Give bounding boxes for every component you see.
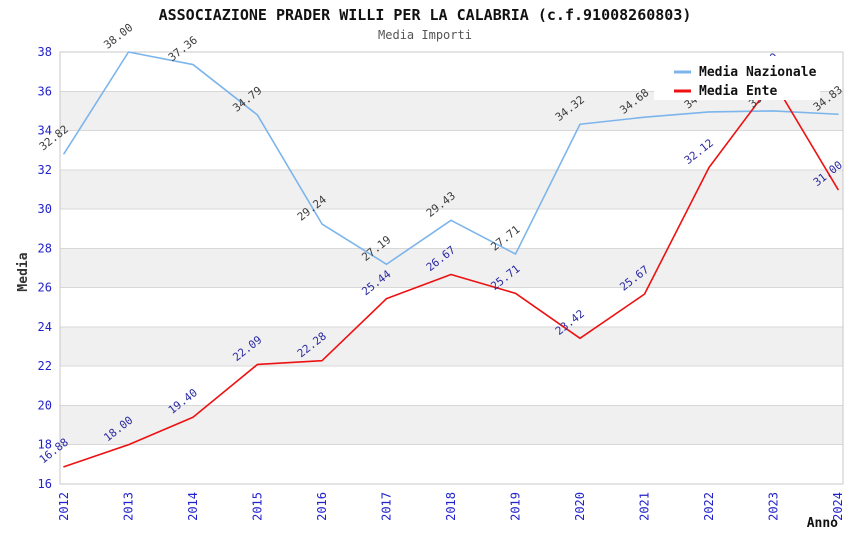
data-label-media-nazionale: 37.36: [166, 33, 200, 64]
grid-band: [60, 326, 843, 367]
y-tick-label: 26: [38, 281, 52, 295]
grid-band: [60, 169, 843, 210]
x-tick-label: 2016: [315, 492, 329, 521]
chart-title: ASSOCIAZIONE PRADER WILLI PER LA CALABRI…: [159, 6, 692, 24]
y-tick-label: 36: [38, 84, 52, 98]
x-tick-label: 2022: [702, 492, 716, 521]
legend-box: [654, 56, 820, 100]
data-label-media-ente: 32.12: [682, 136, 716, 167]
x-tick-label: 2021: [638, 492, 652, 521]
x-tick-label: 2024: [831, 492, 845, 521]
x-tick-label: 2014: [186, 492, 200, 521]
x-tick-label: 2018: [444, 492, 458, 521]
x-tick-label: 2012: [57, 492, 71, 521]
grid-band: [60, 248, 843, 288]
y-tick-label: 38: [38, 45, 52, 59]
legend-label-media-ente: Media Ente: [699, 84, 777, 99]
plot-border: [59, 51, 844, 485]
y-tick-label: 22: [38, 359, 52, 373]
y-tick-label: 34: [38, 124, 52, 138]
y-tick-label: 24: [38, 320, 52, 334]
x-axis-title: Anno: [807, 516, 838, 531]
data-label-media-nazionale: 38.00: [101, 21, 135, 52]
x-tick-label: 2013: [122, 492, 136, 521]
y-tick-label: 28: [38, 241, 52, 255]
y-tick-label: 20: [38, 398, 52, 412]
y-tick-label: 16: [38, 477, 52, 491]
grid-band: [60, 405, 843, 445]
legend-label-media-nazionale: Media Nazionale: [699, 65, 817, 80]
x-tick-label: 2020: [573, 492, 587, 521]
chart-subtitle: Media Importi: [378, 28, 472, 42]
y-tick-label: 30: [38, 202, 52, 216]
y-axis-title: Media: [16, 252, 31, 291]
x-tick-label: 2017: [380, 492, 394, 521]
x-tick-label: 2023: [767, 492, 781, 521]
series-line-media-nazionale: [63, 51, 839, 266]
series-line-media-ente: [63, 80, 839, 468]
x-tick-label: 2019: [509, 492, 523, 521]
y-tick-label: 18: [38, 438, 52, 452]
x-tick-label: 2015: [251, 492, 265, 521]
y-tick-label: 32: [38, 163, 52, 177]
